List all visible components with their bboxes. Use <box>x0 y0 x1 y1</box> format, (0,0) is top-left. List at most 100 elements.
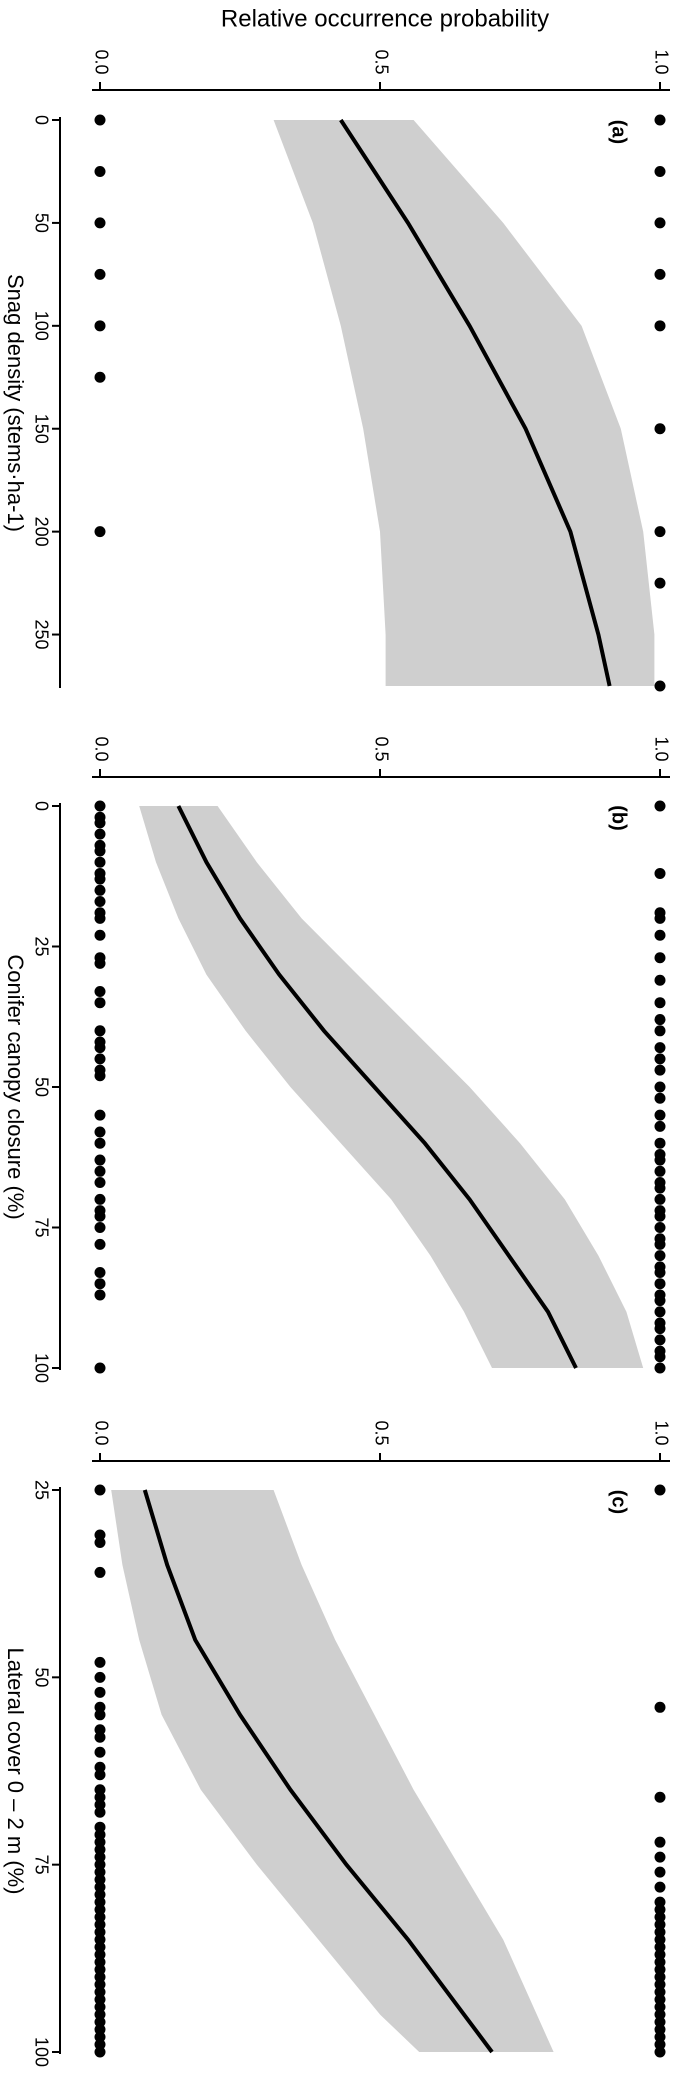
observation <box>654 929 666 941</box>
x-tick-label: 100 <box>31 2037 51 2067</box>
y-tick-label: 1.0 <box>651 49 671 74</box>
y-tick-label: 0.5 <box>371 49 391 74</box>
observation <box>94 268 106 280</box>
observation <box>94 1266 106 1278</box>
observation <box>94 217 106 229</box>
y-tick-label: 1.0 <box>651 736 671 761</box>
observation <box>654 1092 666 1104</box>
x-tick-label: 75 <box>31 1217 51 1237</box>
observation <box>94 1278 106 1290</box>
x-tick-label: 25 <box>31 1480 51 1500</box>
observation <box>94 320 106 332</box>
observation <box>654 1210 666 1222</box>
y-tick-label: 0.5 <box>371 736 391 761</box>
x-tick-label: 100 <box>31 311 51 341</box>
observation <box>654 952 666 964</box>
observation <box>94 1536 106 1548</box>
panel-label: (c) <box>608 1490 630 1514</box>
observation <box>94 817 106 829</box>
observation <box>94 1210 106 1222</box>
x-axis-title: Conifer canopy closure (%) <box>3 954 28 1219</box>
x-tick-label: 200 <box>31 517 51 547</box>
fitted-curve <box>176 805 578 1369</box>
confidence-band <box>139 806 644 1368</box>
observation <box>94 165 106 177</box>
observation <box>94 1193 106 1205</box>
y-tick-label: 1.0 <box>651 1420 671 1445</box>
observation <box>94 1362 106 1374</box>
observation <box>94 2046 106 2058</box>
observation <box>94 1806 106 1818</box>
observation <box>94 1686 106 1698</box>
observation <box>94 1154 106 1166</box>
fitted-curve <box>142 1489 494 2054</box>
panel-label: (b) <box>608 805 630 831</box>
observation <box>94 1484 106 1496</box>
observation <box>94 800 106 812</box>
observation <box>654 1323 666 1335</box>
observation <box>94 1137 106 1149</box>
observation <box>654 1193 666 1205</box>
confidence-band <box>111 1490 554 2052</box>
y-tick-label: 0.5 <box>371 1420 391 1445</box>
observation <box>654 1042 666 1054</box>
observation <box>94 1177 106 1189</box>
observation <box>654 1701 666 1713</box>
observation <box>654 1250 666 1262</box>
observation <box>94 526 106 538</box>
observation <box>94 1070 106 1082</box>
observation <box>654 526 666 538</box>
x-tick-label: 50 <box>31 1667 51 1687</box>
observation <box>654 2046 666 2058</box>
observation <box>654 1137 666 1149</box>
observation <box>654 1053 666 1065</box>
observation <box>94 1656 106 1668</box>
observation <box>94 1238 106 1250</box>
observation <box>654 114 666 126</box>
observation <box>654 423 666 435</box>
observation <box>94 1709 106 1721</box>
observation <box>654 217 666 229</box>
observation <box>94 114 106 126</box>
x-tick-label: 75 <box>31 1855 51 1875</box>
observation <box>94 1671 106 1683</box>
observation <box>94 1289 106 1301</box>
observation <box>654 1014 666 1026</box>
observation <box>654 1238 666 1250</box>
observation <box>94 845 106 857</box>
observation <box>94 1769 106 1781</box>
observation <box>94 1025 106 1037</box>
x-tick-label: 50 <box>31 213 51 233</box>
observation <box>654 1154 666 1166</box>
observation <box>94 371 106 383</box>
observation <box>654 867 666 879</box>
observation <box>94 896 106 908</box>
observation <box>94 873 106 885</box>
confidence-band <box>273 120 655 686</box>
y-tick-label: 0.0 <box>91 1420 111 1445</box>
observation <box>654 1351 666 1363</box>
observation <box>94 856 106 868</box>
observation <box>654 1866 666 1878</box>
observation <box>654 912 666 924</box>
observation <box>654 1791 666 1803</box>
observation <box>94 884 106 896</box>
observation <box>654 1484 666 1496</box>
observation <box>654 577 666 589</box>
observation <box>94 1746 106 1758</box>
x-axis-title: Snag density (stems·ha-1) <box>3 274 28 532</box>
observation <box>654 974 666 986</box>
observation <box>94 1165 106 1177</box>
observation <box>654 1306 666 1318</box>
observation <box>94 985 106 997</box>
observation <box>654 1165 666 1177</box>
x-tick-label: 0 <box>31 115 51 125</box>
observation <box>654 1334 666 1346</box>
x-tick-label: 50 <box>31 1077 51 1097</box>
observation <box>94 1042 106 1054</box>
observation <box>654 1266 666 1278</box>
observation <box>654 800 666 812</box>
observation <box>654 1278 666 1290</box>
x-tick-label: 0 <box>31 801 51 811</box>
